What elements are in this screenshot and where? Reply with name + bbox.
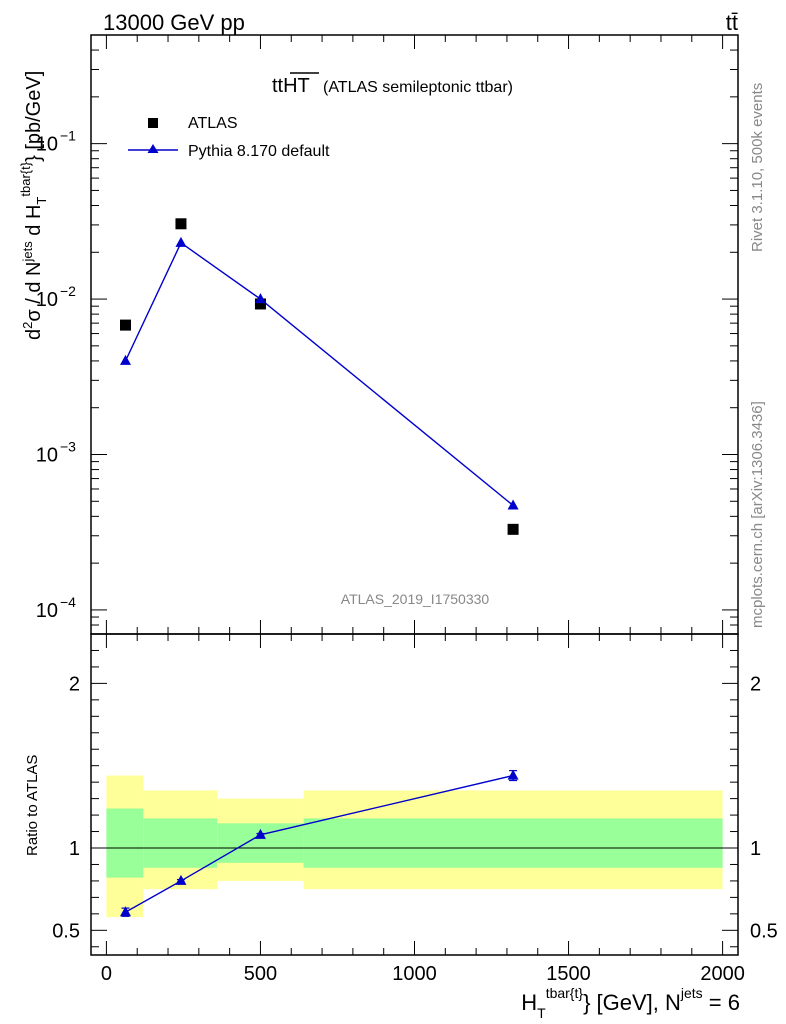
x-tick-label: 2000 <box>700 963 745 985</box>
atlas-point <box>120 319 132 331</box>
ratio-y-tick-label-right: 0.5 <box>750 920 778 942</box>
ratio-y-tick-label: 2 <box>69 673 80 695</box>
pythia-point <box>507 499 519 510</box>
x-tick-label: 0 <box>101 963 112 985</box>
green-band-3 <box>303 818 723 868</box>
ratio-point <box>175 874 187 885</box>
y-tick-label: 10 <box>36 600 58 622</box>
y-tick-label: 10 <box>36 444 58 466</box>
mcplots-label: mcplots.cern.ch [arXiv:1306.3436] <box>749 401 766 628</box>
y-tick-exponent: −4 <box>60 594 76 610</box>
ratio-y-tick-label-right: 2 <box>750 673 761 695</box>
legend-label-atlas: ATLAS <box>188 115 238 132</box>
y-tick-exponent: −2 <box>60 283 76 299</box>
x-tick-label: 1500 <box>546 963 591 985</box>
atlas-point <box>507 523 519 535</box>
plot-title: ttHT (ATLAS semileptonic ttbar) <box>272 75 513 97</box>
y-tick-exponent: −1 <box>60 128 76 144</box>
green-band-0 <box>106 808 144 878</box>
pythia-point <box>175 236 187 247</box>
atlas-point <box>254 298 266 310</box>
atlas-point <box>175 218 187 230</box>
legend-marker-atlas <box>148 118 158 128</box>
xlabel: HTtbar{t}} [GeV], Njets = 6 <box>521 985 740 1021</box>
rivet-label: Rivet 3.1.10, 500k events <box>749 83 766 252</box>
legend: ATLAS Pythia 8.170 default <box>128 115 330 160</box>
y-tick-label: 10 <box>36 134 58 156</box>
pythia-point <box>254 293 266 304</box>
legend-label-pythia: Pythia 8.170 default <box>188 143 330 160</box>
ratio-line <box>125 774 514 913</box>
ratio-point <box>120 906 132 917</box>
ratio-y-tick-label: 0.5 <box>52 920 80 942</box>
ratio-point <box>254 828 266 839</box>
pythia-point <box>120 354 132 365</box>
ratio-y-tick-label-right: 1 <box>750 838 761 860</box>
green-band-1 <box>143 818 218 868</box>
header-right: tt̄ <box>726 10 738 35</box>
main-panel: 10−410−310−210−1 <box>36 34 739 635</box>
analysis-watermark: ATLAS_2019_I1750330 <box>341 591 490 607</box>
x-tick-label: 1000 <box>392 963 437 985</box>
legend-marker-pythia <box>147 144 159 153</box>
plot-title-sub: (ATLAS semileptonic ttbar) <box>323 79 513 96</box>
x-tick-label: 500 <box>244 963 277 985</box>
ratio-point <box>507 769 519 780</box>
ratio-y-tick-label: 1 <box>69 838 80 860</box>
pythia-line <box>124 241 514 507</box>
plot-title-main: ttHT <box>272 75 310 97</box>
ratio-ylabel: Ratio to ATLAS <box>24 755 41 856</box>
main-ylabel: d2σ / d Njets d HTtbar{t}} [pb/GeV] <box>18 71 49 340</box>
y-tick-exponent: −3 <box>60 438 76 454</box>
header-left: 13000 GeV pp <box>103 10 245 35</box>
y-tick-label: 10 <box>36 289 58 311</box>
